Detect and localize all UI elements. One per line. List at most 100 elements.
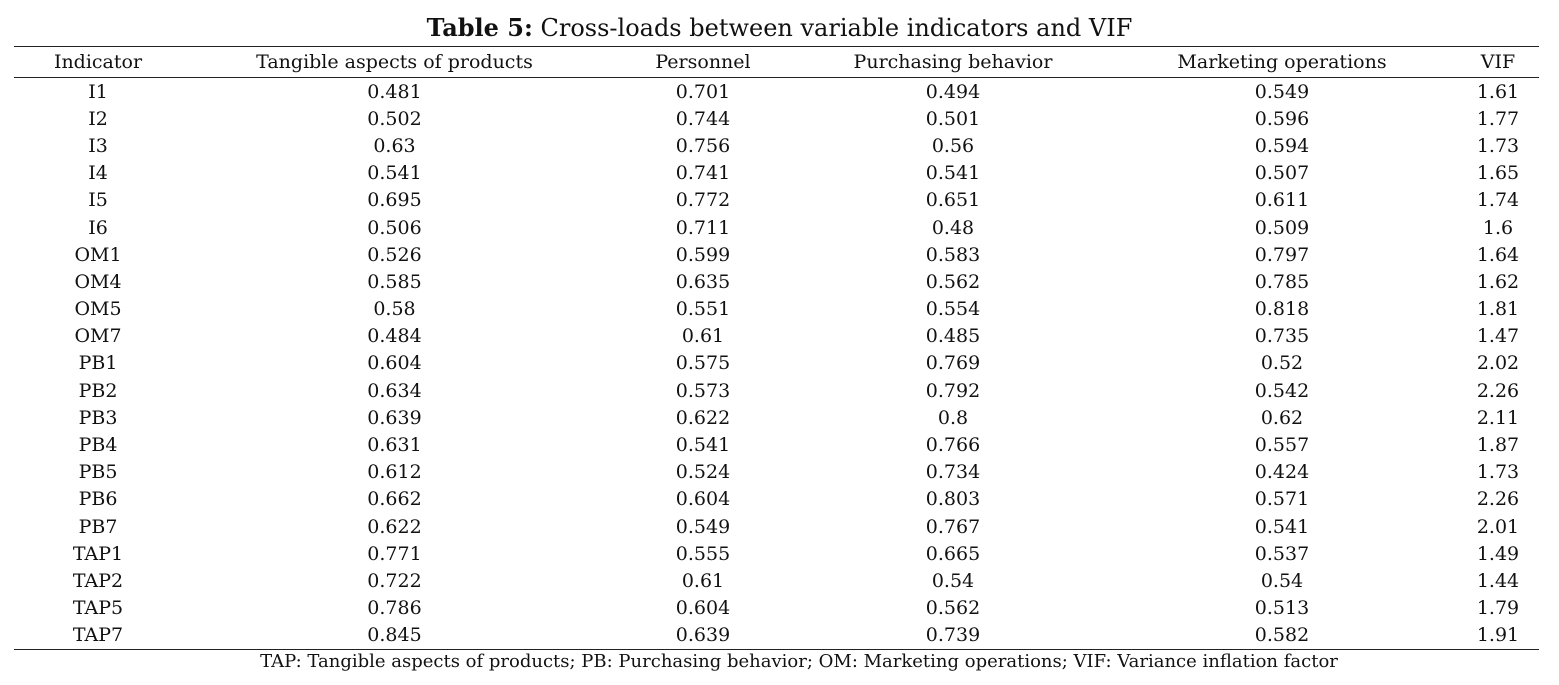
value-cell: 0.573 (675, 379, 731, 402)
indicator-cell: PB7 (78, 515, 118, 538)
value-cell: 0.612 (367, 461, 422, 484)
value-cell: 1.77 (1476, 107, 1520, 130)
value-cell: 1.49 (1476, 542, 1520, 565)
value-cell: 0.711 (675, 216, 731, 239)
value-cell: 0.542 (1254, 379, 1310, 402)
value-cell: 0.494 (925, 80, 981, 103)
indicator-cell: OM7 (74, 325, 122, 348)
value-cell: 1.64 (1476, 243, 1520, 266)
value-cell: 1.91 (1457, 621, 1539, 650)
column-header: VIF (1457, 46, 1539, 78)
value-cell: 0.541 (925, 162, 981, 185)
indicator-cell: I4 (88, 162, 108, 185)
value-cell: 0.797 (1254, 243, 1310, 266)
table-caption-label: Table 5: (426, 13, 533, 42)
value-cell: 0.62 (1260, 406, 1304, 429)
value-cell: 0.541 (367, 162, 422, 185)
value-cell: 1.73 (1476, 134, 1520, 157)
value-cell: 2.02 (1476, 352, 1520, 375)
table-row: PB6 0.662 0.604 0.803 0.571 2.26 (14, 486, 1539, 513)
value-cell: 0.639 (367, 406, 422, 429)
value-cell: 0.485 (925, 325, 981, 348)
indicator-cell: I5 (88, 189, 108, 212)
indicator-cell: I2 (88, 107, 108, 130)
value-cell: 0.571 (1254, 488, 1310, 511)
indicator-cell: PB4 (78, 434, 118, 457)
indicator-cell: PB2 (78, 379, 118, 402)
value-cell: 0.58 (373, 298, 416, 321)
value-cell: 1.6 (1482, 216, 1514, 239)
value-cell: 0.549 (1254, 80, 1310, 103)
table-row: I1 0.481 0.701 0.494 0.549 1.61 (14, 78, 1539, 106)
indicator-cell: OM5 (74, 298, 122, 321)
cross-loads-table: Indicator Tangible aspects of products Per… (14, 46, 1539, 650)
value-cell: 0.54 (1260, 569, 1304, 592)
value-cell: 2.01 (1476, 515, 1520, 538)
value-cell: 0.735 (1254, 325, 1310, 348)
table-row: OM4 0.585 0.635 0.562 0.785 1.62 (14, 268, 1539, 295)
value-cell: 0.604 (675, 488, 731, 511)
value-cell: 0.509 (1254, 216, 1310, 239)
value-cell: 0.524 (675, 461, 731, 484)
table-row: I3 0.63 0.756 0.56 0.594 1.73 (14, 132, 1539, 159)
value-cell: 0.501 (925, 107, 981, 130)
value-cell: 0.583 (925, 243, 981, 266)
value-cell: 0.769 (925, 352, 981, 375)
value-cell: 0.554 (925, 298, 981, 321)
column-header: Tangible aspects of products (182, 46, 607, 78)
value-cell: 1.73 (1476, 461, 1520, 484)
indicator-cell: TAP1 (72, 542, 124, 565)
column-header: Personnel (607, 46, 799, 78)
value-cell: 0.734 (925, 461, 981, 484)
indicator-cell: PB5 (78, 461, 118, 484)
value-cell: 0.635 (675, 270, 731, 293)
table-caption-text: Cross-loads between variable indicators … (540, 14, 1133, 42)
value-cell: 0.507 (1254, 162, 1310, 185)
value-cell: 0.599 (675, 243, 731, 266)
table-row: TAP5 0.786 0.604 0.562 0.513 1.79 (14, 595, 1539, 622)
table-row: OM5 0.58 0.551 0.554 0.818 1.81 (14, 296, 1539, 323)
value-cell: 2.26 (1476, 488, 1520, 511)
value-cell: 0.513 (1254, 597, 1310, 620)
value-cell: 0.695 (367, 189, 422, 212)
table-row: OM1 0.526 0.599 0.583 0.797 1.64 (14, 241, 1539, 268)
indicator-cell: PB1 (78, 352, 118, 375)
value-cell: 0.792 (925, 379, 981, 402)
value-cell: 0.611 (1254, 189, 1310, 212)
table-row: I2 0.502 0.744 0.501 0.596 1.77 (14, 105, 1539, 132)
value-cell: 0.582 (1107, 621, 1457, 650)
value-cell: 0.604 (367, 352, 422, 375)
value-cell: 0.526 (367, 243, 422, 266)
value-cell: 0.555 (675, 542, 731, 565)
value-cell: 0.549 (675, 515, 731, 538)
value-cell: 0.594 (1254, 134, 1310, 157)
value-cell: 0.741 (675, 162, 731, 185)
table-row: PB2 0.634 0.573 0.792 0.542 2.26 (14, 377, 1539, 404)
value-cell: 0.56 (931, 134, 975, 157)
table-row: TAP1 0.771 0.555 0.665 0.537 1.49 (14, 540, 1539, 567)
value-cell: 0.424 (1254, 461, 1310, 484)
value-cell: 2.26 (1476, 379, 1520, 402)
value-cell: 1.61 (1476, 80, 1520, 103)
indicator-cell: OM1 (74, 243, 122, 266)
value-cell: 0.585 (367, 270, 422, 293)
value-cell: 0.701 (675, 80, 731, 103)
value-cell: 0.785 (1254, 270, 1310, 293)
value-cell: 0.481 (367, 80, 422, 103)
value-cell: 0.818 (1254, 298, 1310, 321)
value-cell: 0.562 (925, 270, 981, 293)
value-cell: 1.74 (1476, 189, 1520, 212)
value-cell: 2.11 (1476, 406, 1520, 429)
value-cell: 0.767 (925, 515, 981, 538)
value-cell: 1.87 (1476, 434, 1520, 457)
value-cell: 0.8 (937, 406, 969, 429)
table-footnote: TAP: Tangible aspects of products; PB: P… (260, 651, 1338, 672)
value-cell: 0.651 (925, 189, 981, 212)
value-cell: 0.845 (182, 621, 607, 650)
indicator-cell: PB3 (78, 406, 118, 429)
value-cell: 0.54 (931, 569, 975, 592)
value-cell: 0.61 (681, 325, 725, 348)
table-row: PB1 0.604 0.575 0.769 0.52 2.02 (14, 350, 1539, 377)
value-cell: 0.722 (367, 569, 422, 592)
